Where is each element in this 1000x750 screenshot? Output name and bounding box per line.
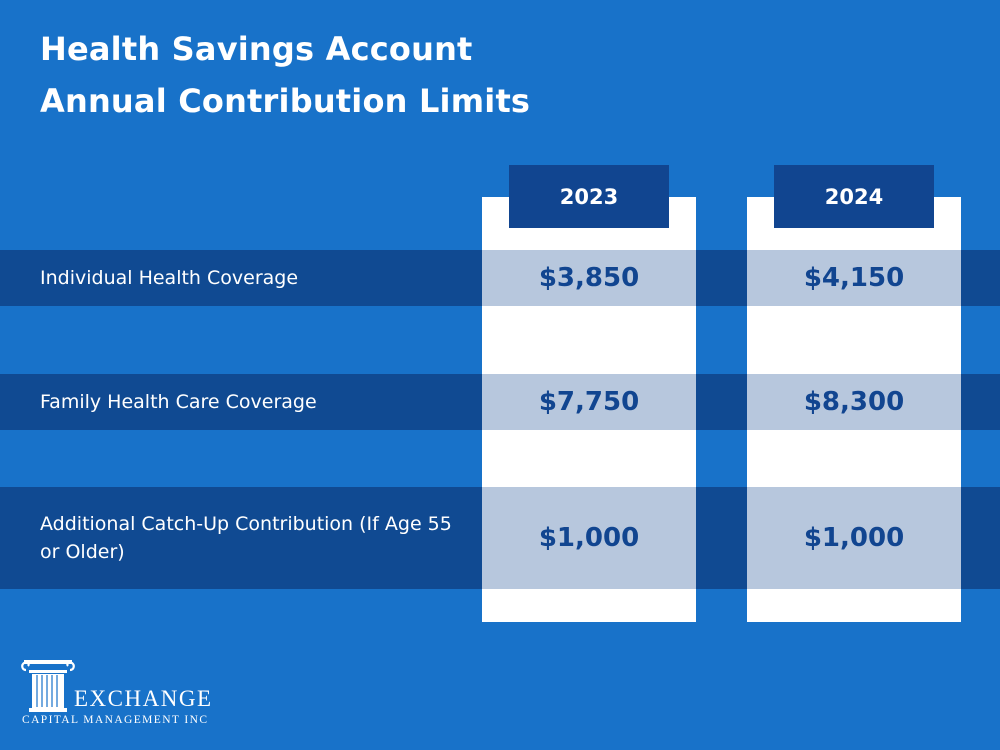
- column-header-2023: 2023: [509, 165, 669, 228]
- value-catch-up-2023: $1,000: [482, 487, 696, 589]
- page-title-line-1: Health Savings Account: [40, 30, 473, 68]
- row-label-individual: Individual Health Coverage: [40, 250, 460, 306]
- value-individual-2023: $3,850: [482, 250, 696, 306]
- column-header-2024: 2024: [774, 165, 934, 228]
- logo-company-name: EXCHANGE: [74, 686, 213, 711]
- row-label-family: Family Health Care Coverage: [40, 374, 460, 430]
- value-family-2024: $8,300: [747, 374, 961, 430]
- row-label-text: Additional Catch-Up Contribution (If Age…: [40, 513, 452, 563]
- logo-company-subtitle: CAPITAL MANAGEMENT INC: [22, 714, 209, 726]
- row-label-catch-up: Additional Catch-Up Contribution (If Age…: [40, 487, 460, 589]
- value-individual-2024: $4,150: [747, 250, 961, 306]
- column-2023: $3,850 $7,750 $1,000: [482, 197, 696, 622]
- company-logo: EXCHANGE CAPITAL MANAGEMENT INC: [20, 656, 220, 732]
- column-2024: $4,150 $8,300 $1,000: [747, 197, 961, 622]
- page-title-line-2: Annual Contribution Limits: [40, 82, 531, 120]
- row-label-text: Individual Health Coverage: [40, 267, 299, 289]
- column-icon: [21, 660, 75, 712]
- value-family-2023: $7,750: [482, 374, 696, 430]
- value-catch-up-2024: $1,000: [747, 487, 961, 589]
- row-label-text: Family Health Care Coverage: [40, 391, 317, 413]
